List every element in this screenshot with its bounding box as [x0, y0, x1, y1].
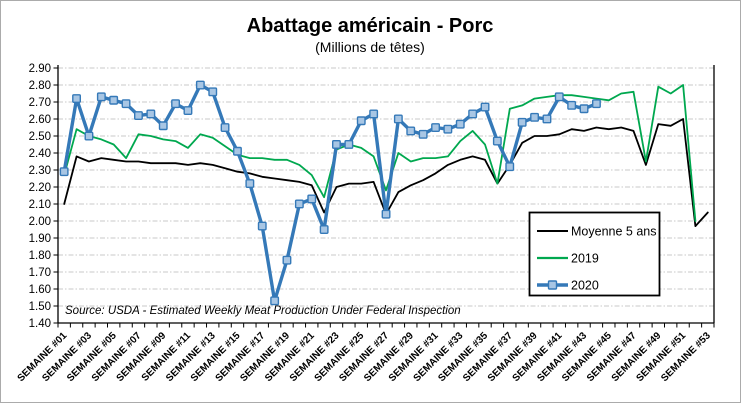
data-point-marker [567, 100, 577, 110]
y-tick-label: 2.30 [29, 165, 51, 177]
data-point-marker [381, 209, 391, 219]
data-point-marker [369, 109, 379, 119]
data-point-marker [270, 296, 280, 306]
legend-label-2019: 2019 [571, 252, 599, 266]
data-point-marker [195, 80, 205, 90]
data-point-marker [282, 255, 292, 265]
y-tick-label: 1.70 [29, 267, 51, 279]
data-point-marker [431, 123, 440, 133]
legend-marker-2020 [547, 280, 558, 290]
y-tick-label: 1.50 [29, 301, 51, 313]
data-point-marker [146, 109, 156, 119]
y-tick-label: 2.50 [29, 131, 51, 143]
data-point-marker [517, 117, 527, 127]
legend-item-2019: 2019 [537, 252, 599, 266]
data-point-marker [220, 123, 230, 133]
data-point-marker [59, 167, 69, 177]
y-tick-label: 2.00 [29, 216, 51, 228]
data-point-marker [96, 92, 106, 102]
data-point-marker [530, 112, 539, 122]
data-series [59, 80, 709, 306]
data-point-marker [554, 92, 564, 102]
y-tick-label: 2.40 [29, 148, 51, 160]
data-point-marker [109, 95, 119, 105]
chart-title: Abattage américain - Porc [247, 15, 494, 37]
series-2020 [59, 80, 601, 306]
y-tick-label: 1.60 [29, 284, 51, 296]
legend-label-2020: 2020 [571, 279, 599, 293]
data-point-marker [579, 104, 589, 114]
data-point-marker [393, 114, 403, 124]
y-tick-label: 1.40 [29, 318, 51, 330]
data-point-marker [319, 225, 329, 235]
data-point-marker [307, 194, 317, 204]
legend-item-2020: 2020 [537, 279, 599, 293]
y-tick-label: 1.80 [29, 250, 51, 262]
y-tick-label: 2.60 [29, 114, 51, 126]
data-point-marker [418, 129, 428, 139]
y-axis: 1.40 1.50 1.60 1.70 1.80 1.90 2.00 2.10 2.20 2.30… [29, 63, 715, 330]
data-point-marker [406, 126, 416, 136]
chart-subtitle: (Millions de têtes) [315, 39, 425, 55]
legend-label-moyenne: Moyenne 5 ans [571, 225, 656, 239]
data-point-marker [232, 146, 242, 156]
data-point-marker [121, 99, 131, 109]
data-point-marker [344, 139, 354, 149]
data-point-marker [542, 114, 552, 124]
data-point-marker [183, 106, 193, 116]
data-point-marker [505, 162, 515, 172]
data-point-marker [133, 111, 143, 121]
data-point-marker [257, 221, 267, 231]
data-point-marker [443, 124, 453, 134]
y-tick-label: 2.80 [29, 80, 51, 92]
data-point-marker [332, 139, 341, 149]
y-tick-label: 2.20 [29, 182, 51, 194]
source-note: Source: USDA - Estimated Weekly Meat Pro… [65, 305, 461, 317]
y-tick-label: 2.10 [29, 199, 51, 211]
legend: Moyenne 5 ans 2019 2020 [528, 211, 661, 297]
y-tick-label: 2.70 [29, 97, 51, 109]
data-point-marker [208, 87, 218, 97]
data-point-marker [245, 179, 255, 189]
data-point-marker [492, 136, 502, 146]
data-point-marker [84, 131, 94, 141]
data-point-marker [480, 102, 490, 112]
y-tick-label: 2.90 [29, 63, 51, 75]
data-point-marker [468, 109, 478, 119]
data-point-marker [158, 121, 168, 131]
data-point-marker [294, 199, 304, 209]
data-point-marker [356, 116, 366, 126]
data-point-marker [72, 94, 82, 104]
legend-item-moyenne: Moyenne 5 ans [537, 225, 656, 239]
data-point-marker [592, 99, 601, 109]
series-line [62, 83, 599, 303]
y-tick-label: 1.90 [29, 233, 51, 245]
data-point-marker [455, 119, 465, 129]
data-point-marker [171, 99, 181, 109]
